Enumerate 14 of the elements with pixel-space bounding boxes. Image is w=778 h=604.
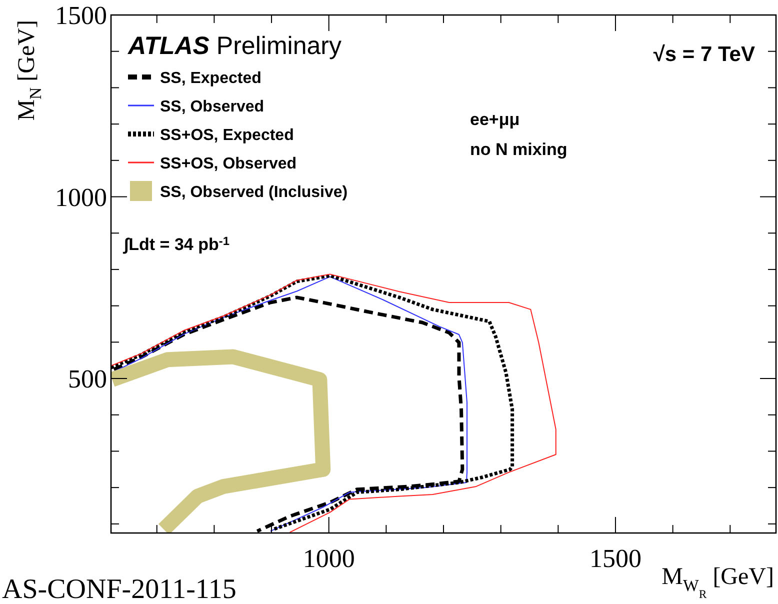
annotation: no N mixing (470, 140, 568, 159)
text: AS-CONF-2011-115 (2, 574, 236, 604)
annotation: √s = 7 TeV (653, 43, 755, 66)
y-tick-label: 1000 (55, 182, 107, 212)
y-tick-label: 1500 (55, 1, 107, 30)
annotation: ee+μμ (470, 110, 520, 129)
y-tick-label: 500 (68, 364, 107, 394)
legend-label: SS, Observed (Inclusive) (160, 184, 348, 201)
legend-label: SS, Expected (160, 70, 262, 87)
legend-label: SS+OS, Observed (160, 156, 297, 172)
legend-label: SS, Observed (160, 98, 264, 116)
legend-label: SS+OS, Expected (160, 127, 294, 144)
annotation: ATLAS Preliminary (127, 32, 342, 60)
annotation: ∫Ldt = 34 pb$^{-1}$ (122, 234, 230, 254)
